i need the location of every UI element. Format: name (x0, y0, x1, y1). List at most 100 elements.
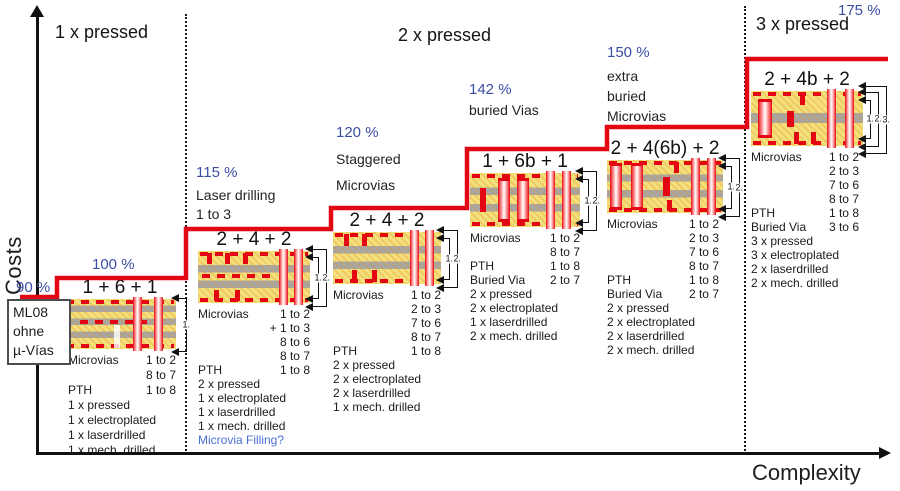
caption-buried-vias: buried Vias (469, 101, 539, 120)
detail-row: 2 x laserdrilled (751, 262, 829, 276)
detail-row: 3 x pressed (751, 234, 814, 248)
layer-bracket: 2. (718, 153, 744, 222)
percent-label-150: 150 % (607, 44, 650, 61)
detail-row: 8 to 7 (549, 245, 580, 259)
ml08-box-line: µ-Vías (13, 342, 54, 358)
detail-row: 7 to 6 (410, 316, 441, 330)
detail-row: 2 to 3 (410, 302, 441, 316)
detail-row: 2 x pressed (333, 358, 396, 372)
bracket-label: 2. (321, 272, 331, 283)
percent-label-175: 175 % (838, 2, 881, 19)
detail-row: Buried Via 2 to 7 (470, 273, 580, 287)
detail-row: 2 to 3 (688, 231, 719, 245)
detail-row: PTH 1 to 8 (607, 273, 719, 287)
detail-row: 2 x pressed (470, 287, 533, 301)
detail-row: PTH 1 to 8 (751, 206, 859, 220)
layer-bracket: 2. (575, 166, 601, 236)
ml08-box-line: ML08 (13, 304, 49, 320)
detail-row: 3 x electroplated (751, 248, 840, 262)
detail-row: Buried Via 2 to 7 (607, 287, 719, 301)
caption-line: Staggered (336, 151, 401, 167)
percent-label-115: 115 % (196, 164, 238, 181)
detail-row: 2 to 3 (828, 164, 859, 178)
detail-rows: Microvias 1 to 2 + 1 to 3 8 to 6 8 to 7 P… (198, 307, 310, 447)
pcb-title: 2 + 4 + 2 (216, 229, 292, 250)
detail-row: 1 x laserdrilled (198, 405, 276, 419)
pcb-title: 2 + 4b + 2 (764, 69, 850, 90)
percent-label-120: 120 % (336, 124, 379, 141)
caption-extra-buried-microvias: extra buried Microvias (607, 66, 666, 126)
layer-bracket: 2. (436, 225, 462, 293)
stack-block-4: 1 + 6b + 1 1. 2. Microvias 1 to 2 8 to 7 … (470, 151, 601, 343)
pcb-title: 2 + 4 + 2 (349, 210, 425, 231)
buried-via (497, 178, 510, 222)
detail-row: Microvias 1 to 2 (333, 288, 441, 302)
detail-row: 1 x mech. drilled (333, 400, 421, 414)
detail-row: 8 to 7 (279, 349, 310, 363)
stack-block-6: 2 + 4b + 2 1. 2. 3. Microvias 1 to 2 (751, 69, 891, 290)
caption-line: buried (607, 88, 646, 104)
buried-via (610, 163, 623, 210)
detail-rows: Microvias 1 to 2 2 to 3 7 to 6 8 to 7 PTH… (607, 217, 719, 357)
section-header-3x-pressed: 3 x pressed (756, 14, 850, 34)
detail-row: 7 to 6 (828, 178, 859, 192)
stack-block-1: 1 + 6 + 1 1. Microvias 1 to 2 8 to 7 PTH 1… (64, 277, 191, 458)
caption-laser-drilling: Laser drilling 1 to 3 (196, 186, 275, 224)
caption-staggered-microvias: Staggered Microvias (336, 146, 401, 198)
percent-label-142: 142 % (469, 81, 512, 98)
detail-row: PTH 1 to 8 (198, 363, 310, 377)
section-divider-2 (744, 6, 746, 454)
pcb-cross-section: 1. 2. (470, 166, 601, 236)
detail-row: 7 to 6 (688, 245, 719, 259)
via (845, 89, 855, 148)
stack-block-3: 2 + 4 + 2 1. 2. Microvias 1 to 2 2 to 3 7 (333, 210, 462, 414)
detail-row: PTH 1 to 8 (470, 259, 580, 273)
caption-line: 1 to 3 (196, 206, 232, 222)
buried-via (757, 99, 772, 138)
buried-via (631, 163, 644, 210)
detail-rows: Microvias 1 to 2 8 to 7 PTH 1 to 8 Buried … (470, 231, 580, 343)
percent-label-90: 90 % (16, 279, 51, 296)
via (409, 230, 419, 286)
section-header-2x-pressed: 2 x pressed (398, 25, 492, 45)
stack-block-2: 2 + 4 + 2 1. 2. Microvias 1 to 2 + 1 to 3 (198, 229, 331, 447)
detail-row: + 1 to 3 (269, 321, 310, 335)
via (153, 297, 163, 351)
detail-row: 1 x pressed (68, 398, 131, 412)
caption-line: extra (607, 68, 639, 84)
detail-row: 8 to 7 (145, 368, 176, 382)
stack-block-5: 2 + 4(6b) + 2 1. 2. Microvias 1 to 2 2 to… (607, 138, 744, 357)
detail-row: 8 to 7 (828, 192, 859, 206)
pcb-cross-section: 1. 2. (198, 244, 331, 312)
detail-row: 1 x electroplated (198, 391, 287, 405)
via (278, 249, 288, 305)
pcb-title: 2 + 4(6b) + 2 (610, 138, 720, 159)
detail-rows: Microvias 1 to 2 2 to 3 7 to 6 8 to 7 PTH… (751, 150, 859, 290)
detail-row: 1 x laserdrilled (68, 428, 146, 442)
detail-rows: Microvias 1 to 2 2 to 3 7 to 6 8 to 7 PTH… (333, 288, 441, 414)
layer-bracket: 1. (171, 294, 191, 356)
detail-row: 1 x electroplated (68, 413, 157, 427)
detail-row: 1 x mech. drilled (68, 443, 156, 457)
detail-row: Microvias 1 to 2 (68, 353, 176, 367)
caption-line: Laser drilling (196, 187, 276, 203)
detail-row: 2 x laserdrilled (607, 329, 685, 343)
detail-row: 2 x electroplated (470, 301, 559, 315)
caption-line: Microvias (336, 177, 396, 193)
detail-row: PTH 1 to 8 (333, 344, 441, 358)
detail-row: Microvias 1 to 2 (198, 307, 310, 321)
detail-row: Microvias 1 to 2 (751, 150, 859, 164)
section-divider-1 (185, 14, 187, 454)
via (690, 158, 700, 215)
caption-line: Microvias (607, 108, 667, 124)
detail-row: 2 x mech. drilled (607, 343, 695, 357)
caption-line: buried Vias (469, 102, 539, 118)
detail-row: 2 x pressed (607, 301, 670, 315)
costs-axis (36, 14, 39, 454)
ml08-box: ML08 ohne µ-Vías (7, 299, 71, 365)
complexity-axis-label: Complexity (752, 460, 861, 485)
bracket-label: 2. (591, 195, 601, 206)
detail-row: 2 x mech. drilled (751, 276, 839, 290)
detail-row: 1 x mech. drilled (198, 419, 286, 433)
